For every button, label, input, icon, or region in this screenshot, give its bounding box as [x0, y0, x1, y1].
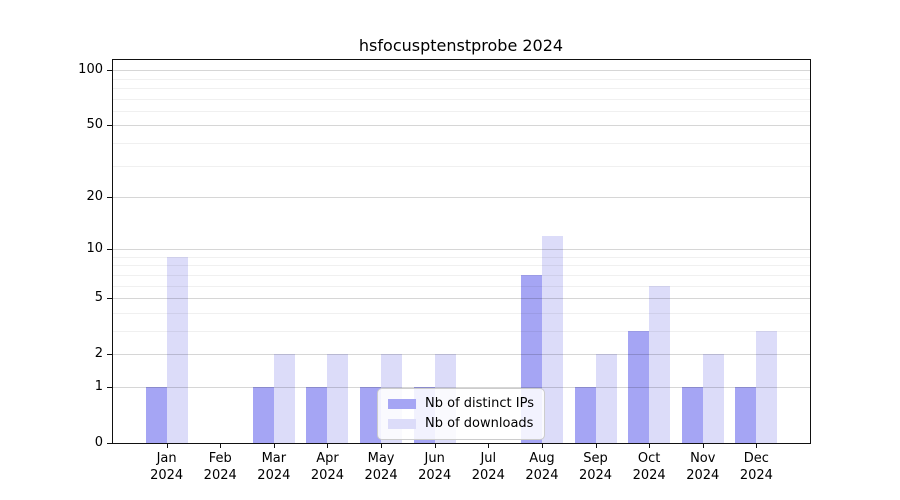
- bar-ips: [628, 331, 650, 443]
- y-tick-label: 5: [94, 290, 103, 306]
- gridline-100: [113, 69, 810, 71]
- legend-label-downloads: Nb of downloads: [425, 416, 534, 431]
- legend-item-distinct-ips: Nb of distinct IPs: [388, 397, 534, 411]
- x-tick-label: Jun 2024: [418, 451, 452, 483]
- y-tick: [107, 196, 112, 198]
- gridline-5: [113, 297, 810, 299]
- bar-ips: [735, 387, 757, 443]
- bar-ips: [681, 387, 703, 443]
- legend: Nb of distinct IPs Nb of downloads: [377, 388, 545, 440]
- x-tick: [435, 444, 436, 448]
- gridline-70: [113, 98, 810, 100]
- x-tick: [703, 444, 704, 448]
- gridline-3: [113, 330, 810, 332]
- x-tick-label: Jan 2024: [150, 451, 184, 483]
- y-tick: [107, 124, 112, 126]
- y-tick-label: 10: [86, 241, 103, 257]
- x-tick: [488, 444, 489, 448]
- y-tick-label: 100: [78, 62, 103, 78]
- gridline-8: [113, 264, 810, 266]
- chart-title: hsfocusptenstprobe 2024: [358, 36, 564, 55]
- y-tick: [107, 69, 112, 71]
- gridline-4: [113, 312, 810, 314]
- gridline-90: [113, 78, 810, 80]
- x-tick-label: May 2024: [364, 451, 398, 483]
- bar-ips: [145, 387, 167, 443]
- legend-swatch-downloads: [388, 419, 417, 429]
- gridline-6: [113, 285, 810, 287]
- plot-area: [112, 59, 811, 444]
- gridline-20: [113, 196, 810, 198]
- bar-ips: [252, 387, 274, 443]
- x-tick-label: Apr 2024: [310, 451, 344, 483]
- y-tick-label: 0: [94, 435, 103, 450]
- gridline-60: [113, 110, 810, 112]
- y-tick-label: 1: [94, 378, 103, 394]
- x-tick-label: Aug 2024: [525, 451, 559, 483]
- y-tick: [107, 353, 112, 355]
- x-tick: [756, 444, 757, 448]
- y-tick: [107, 442, 112, 444]
- gridline-80: [113, 87, 810, 89]
- x-tick-label: Sep 2024: [578, 451, 613, 483]
- bar-ips: [360, 387, 382, 443]
- y-tick: [107, 248, 112, 250]
- bar-downloads: [541, 235, 563, 443]
- y-tick: [107, 297, 112, 299]
- x-tick: [327, 444, 328, 448]
- x-tick: [220, 444, 221, 448]
- x-tick-label: Mar 2024: [257, 451, 291, 483]
- y-tick-label: 2: [94, 346, 103, 362]
- x-tick-label: Nov 2024: [686, 451, 720, 483]
- bar-ips: [306, 387, 328, 443]
- gridline-7: [113, 274, 810, 276]
- y-tick-label: 20: [86, 189, 103, 205]
- x-tick-label: Oct 2024: [632, 451, 666, 483]
- x-tick: [649, 444, 650, 448]
- gridline-10: [113, 248, 810, 250]
- gridline-1: [113, 386, 810, 388]
- legend-item-downloads: Nb of downloads: [388, 417, 534, 431]
- bar-downloads: [166, 256, 188, 443]
- bar-ips: [574, 387, 596, 443]
- gridline-40: [113, 142, 810, 144]
- x-tick: [274, 444, 275, 448]
- gridline-2: [113, 353, 810, 355]
- x-tick: [596, 444, 597, 448]
- x-tick-label: Dec 2024: [739, 451, 773, 483]
- legend-label-ips: Nb of distinct IPs: [425, 396, 534, 411]
- bar-downloads: [327, 354, 349, 443]
- x-tick: [167, 444, 168, 448]
- x-tick: [381, 444, 382, 448]
- gridline-9: [113, 256, 810, 258]
- bar-downloads: [595, 354, 617, 443]
- bar-downloads: [649, 285, 671, 443]
- x-tick: [542, 444, 543, 448]
- x-tick-label: Jul 2024: [471, 451, 505, 483]
- y-tick: [107, 386, 112, 388]
- y-tick-label: 50: [86, 117, 103, 133]
- bar-downloads: [756, 331, 778, 443]
- gridline-50: [113, 124, 810, 126]
- legend-swatch-ips: [388, 399, 417, 409]
- gridline-30: [113, 165, 810, 167]
- bar-downloads: [273, 354, 295, 443]
- x-tick-label: Feb 2024: [203, 451, 237, 483]
- bar-downloads: [702, 354, 724, 443]
